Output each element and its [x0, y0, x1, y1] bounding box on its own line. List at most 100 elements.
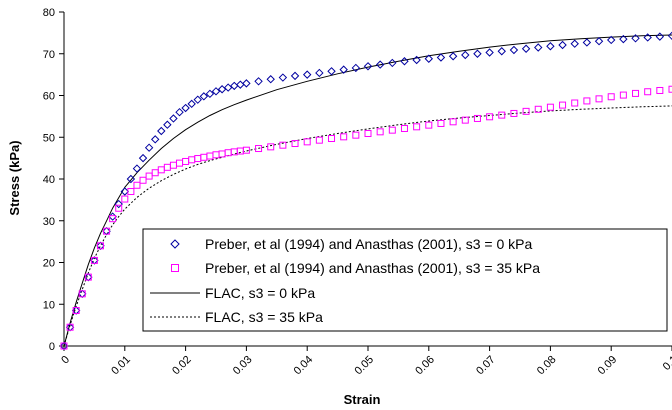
data-point-s3-0 — [594, 37, 604, 46]
y-tick-label: 50 — [43, 132, 55, 144]
data-point-s3-0 — [102, 226, 111, 236]
data-point-s3-0 — [302, 70, 312, 79]
data-point-s3-0 — [643, 33, 652, 42]
data-point-s3-0 — [582, 38, 592, 47]
data-point-s3-0 — [315, 68, 324, 78]
data-point-s3-35 — [571, 99, 579, 107]
data-point-s3-35 — [121, 195, 129, 203]
data-point-s3-35 — [182, 157, 190, 165]
data-point-s3-0 — [236, 80, 245, 89]
data-point-s3-0 — [290, 71, 300, 81]
data-point-s3-0 — [242, 79, 251, 88]
data-point-s3-0 — [375, 60, 385, 69]
data-point-s3-0 — [90, 256, 99, 265]
legend-box — [142, 228, 668, 332]
legend-square-symbol — [171, 264, 179, 272]
data-point-s3-0 — [266, 75, 275, 84]
data-point-s3-0 — [71, 306, 81, 315]
data-point-s3-0 — [497, 47, 506, 56]
data-point-s3-35 — [534, 105, 542, 113]
data-point-s3-35 — [242, 146, 250, 154]
data-point-s3-35 — [206, 152, 214, 160]
data-point-s3-35 — [473, 114, 481, 122]
data-point-s3-35 — [212, 151, 220, 159]
y-tick-label: 80 — [43, 7, 55, 19]
legend: Preber, et al (1994) and Anasthas (2001)… — [142, 228, 668, 332]
data-point-s3-0 — [570, 39, 579, 48]
data-point-s3-35 — [425, 121, 433, 129]
x-axis-title: Strain — [344, 392, 381, 407]
data-point-s3-35 — [632, 89, 640, 97]
data-point-s3-35 — [279, 141, 287, 149]
data-point-s3-0 — [150, 135, 160, 144]
data-point-s3-35 — [236, 147, 244, 155]
data-point-s3-0 — [667, 31, 672, 41]
data-point-s3-0 — [521, 44, 531, 53]
data-point-s3-0 — [223, 83, 233, 92]
data-point-s3-0 — [114, 199, 123, 209]
data-point-s3-0 — [126, 174, 136, 184]
data-point-s3-35 — [461, 116, 469, 124]
data-point-s3-35 — [364, 129, 372, 137]
data-point-s3-0 — [485, 48, 494, 57]
legend-entry-1: Preber, et al (1994) and Anasthas (2001)… — [205, 236, 532, 252]
x-tick-label: 0 — [59, 354, 72, 367]
data-point-s3-35 — [449, 118, 457, 126]
data-point-s3-0 — [461, 50, 470, 60]
data-point-s3-0 — [509, 45, 519, 55]
data-point-s3-35 — [115, 204, 123, 212]
data-point-s3-0 — [412, 55, 421, 65]
data-point-s3-0 — [205, 89, 215, 99]
y-tick-label: 0 — [49, 341, 55, 353]
data-point-s3-35 — [522, 107, 530, 115]
data-point-s3-0 — [363, 62, 373, 71]
data-point-s3-35 — [145, 172, 153, 180]
y-tick-label: 10 — [43, 299, 55, 311]
data-point-s3-0 — [436, 53, 446, 62]
legend-entry-4: FLAC, s3 = 35 kPa — [205, 309, 323, 325]
data-point-s3-0 — [534, 43, 543, 52]
legend-symbols — [150, 239, 200, 318]
data-point-s3-35 — [376, 128, 384, 136]
data-point-s3-35 — [78, 290, 86, 298]
data-point-s3-35 — [200, 153, 208, 161]
data-point-s3-0 — [169, 114, 178, 123]
data-point-s3-0 — [132, 164, 142, 173]
data-point-s3-0 — [138, 153, 148, 163]
legend-entry-3: FLAC, s3 = 0 kPa — [205, 285, 315, 301]
data-point-s3-35 — [340, 133, 348, 141]
data-point-s3-0 — [211, 87, 221, 96]
data-point-s3-35 — [413, 123, 421, 131]
data-point-s3-35 — [127, 188, 135, 196]
data-point-s3-35 — [498, 111, 506, 119]
data-point-s3-0 — [388, 58, 397, 68]
data-point-s3-0 — [96, 241, 105, 251]
data-point-s3-35 — [607, 93, 615, 101]
data-point-s3-35 — [595, 95, 603, 103]
data-point-s3-35 — [315, 136, 323, 144]
data-point-s3-35 — [103, 227, 111, 235]
data-point-s3-35 — [96, 242, 104, 250]
data-point-s3-0 — [631, 34, 640, 43]
y-tick-label: 30 — [43, 216, 55, 228]
data-point-s3-35 — [66, 323, 74, 331]
data-point-s3-35 — [388, 126, 396, 134]
data-point-s3-0 — [199, 92, 209, 101]
data-point-s3-0 — [120, 187, 130, 196]
legend-diamond-symbol — [170, 239, 180, 249]
data-point-s3-0 — [448, 52, 458, 61]
data-point-s3-35 — [559, 101, 567, 109]
y-tick-label: 40 — [43, 174, 55, 186]
data-point-s3-35 — [188, 156, 196, 164]
data-point-s3-35 — [644, 88, 652, 96]
data-point-s3-35 — [352, 131, 360, 139]
data-point-s3-35 — [291, 140, 299, 148]
y-tick-label: 60 — [43, 91, 55, 103]
data-point-s3-0 — [230, 81, 239, 91]
data-point-s3-35 — [151, 169, 159, 177]
data-point-s3-35 — [583, 97, 591, 105]
y-tick-label: 70 — [43, 49, 55, 61]
data-point-s3-0 — [175, 107, 184, 117]
data-point-s3-35 — [176, 159, 184, 167]
